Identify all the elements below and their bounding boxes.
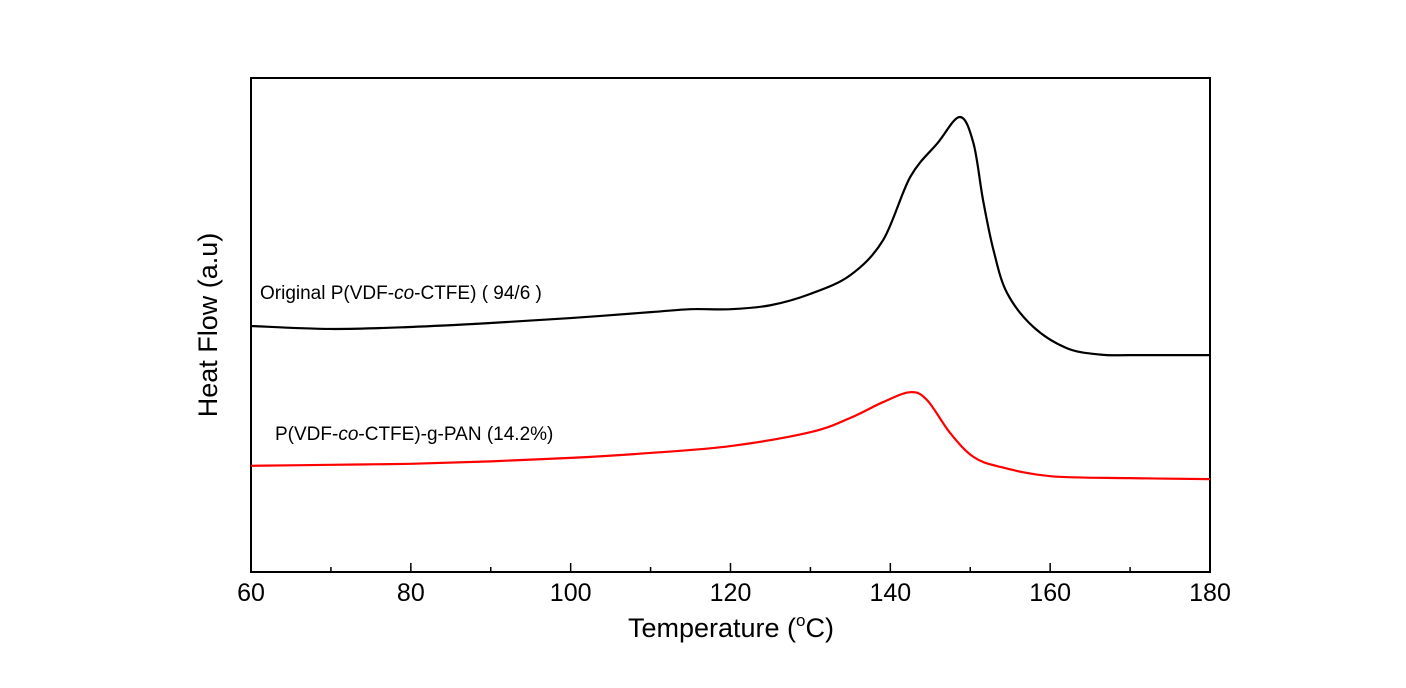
x-tick-label: 100 <box>550 579 592 607</box>
x-tick-label: 140 <box>869 579 911 607</box>
x-tick-label: 60 <box>237 579 265 607</box>
annotation-grafted: P(VDF-co-CTFE)-g-PAN (14.2%) <box>275 424 553 445</box>
x-tick-label: 120 <box>710 579 752 607</box>
x-ticks <box>250 563 1211 572</box>
annotation-original: Original P(VDF-co-CTFE) ( 94/6 ) <box>260 283 542 304</box>
y-axis-title: Heat Flow (a.u) <box>193 233 223 418</box>
x-tick-labels: 60 80 100 120 140 160 180 <box>237 579 1231 607</box>
series-lines <box>250 115 1211 481</box>
x-axis-title: Temperature (oC) <box>628 611 834 643</box>
plot-frame <box>250 77 1211 573</box>
series-line-grafted <box>250 391 1211 481</box>
x-tick-label: 160 <box>1029 579 1071 607</box>
x-tick-label: 180 <box>1189 579 1231 607</box>
x-tick-label: 80 <box>397 579 425 607</box>
series-line-original <box>250 115 1210 357</box>
